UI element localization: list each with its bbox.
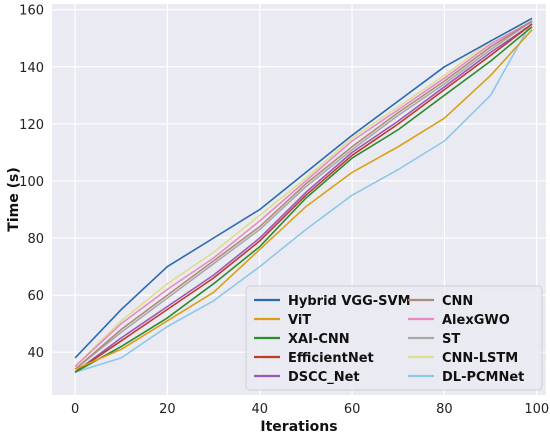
series-lines: [74, 17, 533, 373]
legend-label: CNN: [442, 294, 473, 309]
x-tick-labels: 0 20 40 60 80 100: [71, 402, 549, 417]
legend: Hybrid VGG-SVM ViT XAI-CNN EfficientNet DSCC…: [245, 285, 543, 391]
series-line-7: [74, 20, 533, 370]
legend-label: XAI-CNN: [288, 332, 350, 347]
series-line-5: [74, 20, 533, 370]
x-tick-label: 60: [344, 402, 361, 417]
series-line-6: [74, 20, 533, 368]
x-tick-label: 20: [159, 402, 176, 417]
x-tick-label: 100: [524, 402, 549, 417]
legend-label: DSCC_Net: [288, 370, 360, 385]
y-tick-label: 40: [27, 346, 44, 361]
series-line-8: [74, 17, 533, 368]
legend-label: Hybrid VGG-SVM: [288, 294, 411, 309]
x-tick-label: 80: [436, 402, 453, 417]
y-tick-label: 120: [19, 118, 44, 133]
y-tick-label: 140: [19, 61, 44, 76]
y-tick-label: 60: [27, 289, 44, 304]
legend-label: ST: [442, 332, 460, 347]
legend-label: EfficientNet: [288, 351, 374, 366]
series-line-9: [74, 20, 533, 373]
x-tick-label: 40: [251, 402, 268, 417]
series-line-3: [74, 23, 533, 373]
y-tick-label: 80: [27, 232, 44, 247]
series-line-1: [74, 29, 533, 371]
legend-label: CNN-LSTM: [442, 351, 518, 366]
y-tick-label: 100: [19, 175, 44, 190]
series-line-2: [74, 26, 533, 373]
y-axis-label: Time (s): [6, 167, 22, 231]
series-line-0: [74, 17, 533, 359]
legend-box: [245, 285, 543, 391]
y-tick-labels: 40 60 80 100 120 140 160: [19, 4, 44, 361]
legend-label: DL-PCMNet: [442, 370, 524, 385]
x-tick-label: 0: [71, 402, 79, 417]
x-axis-label: Iterations: [260, 419, 337, 435]
legend-label: AlexGWO: [442, 313, 510, 328]
series-line-4: [74, 23, 533, 373]
grid-lines: [52, 4, 546, 395]
legend-label: ViT: [288, 313, 311, 328]
y-tick-label: 160: [19, 4, 44, 19]
